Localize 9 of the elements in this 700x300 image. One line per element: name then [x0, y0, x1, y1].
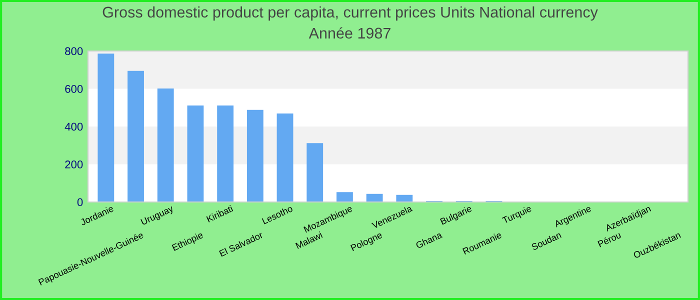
chart-title: Gross domestic product per capita, current prices Units National currency: [102, 6, 598, 21]
y-tick-label: 200: [65, 160, 83, 168]
y-tick-label: 0: [77, 198, 83, 206]
chart-subtitle: Année 1987: [308, 27, 390, 39]
y-tick-label: 800: [65, 47, 83, 56]
x-tick-label: Ghana: [415, 231, 443, 249]
y-tick-label: 400: [64, 122, 83, 131]
x-tick-label: Pérou: [597, 231, 622, 248]
y-tick-label: 600: [65, 85, 83, 93]
